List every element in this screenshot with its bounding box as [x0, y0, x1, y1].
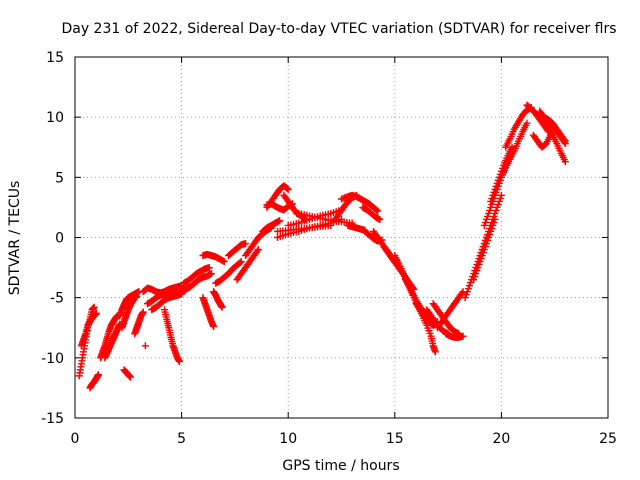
y-tick-label: -5	[50, 291, 64, 307]
series-as	[433, 288, 467, 332]
series-b	[77, 309, 100, 350]
data-point	[458, 289, 466, 297]
data-point	[210, 323, 218, 331]
data-point	[508, 143, 516, 151]
data-point	[459, 332, 467, 340]
data-point	[141, 342, 149, 350]
series-bd	[544, 125, 569, 166]
data-point	[90, 303, 98, 311]
data-point	[561, 158, 569, 166]
series-p	[180, 264, 213, 287]
data-point	[253, 247, 261, 255]
data-point	[218, 303, 226, 311]
axis-ticks	[74, 56, 609, 419]
data-point	[374, 207, 382, 215]
data-point	[126, 373, 134, 381]
series-j	[141, 342, 149, 350]
series-v	[233, 246, 262, 284]
data-point	[283, 184, 291, 192]
series-o	[178, 270, 215, 296]
data-point	[94, 371, 102, 379]
series-h	[120, 366, 134, 381]
x-tick-label: 25	[599, 431, 617, 447]
series-e	[101, 320, 124, 362]
series-r	[210, 288, 226, 311]
data-point	[220, 258, 228, 266]
data-point	[284, 185, 292, 193]
data-point	[523, 119, 531, 127]
x-axis-label: GPS time / hours	[282, 458, 399, 474]
scatter-points	[75, 101, 569, 392]
grid-lines	[75, 57, 608, 418]
series-g	[118, 292, 141, 332]
data-point	[560, 136, 568, 144]
series-ar	[442, 330, 467, 341]
y-tick-labels: -15 -10 -5 0 5 10 15	[41, 50, 64, 427]
data-point	[376, 215, 384, 223]
data-point	[548, 130, 556, 138]
series-aq	[429, 300, 463, 338]
data-point	[497, 191, 505, 199]
data-point	[236, 258, 244, 266]
data-point	[254, 246, 262, 254]
chart-title: Day 231 of 2022, Sidereal Day-to-day VTE…	[61, 21, 616, 37]
series-ac	[274, 215, 345, 241]
y-tick-label: -15	[41, 411, 64, 427]
data-point	[276, 217, 284, 225]
data-point	[207, 270, 215, 278]
series-q	[199, 294, 218, 331]
data-point	[175, 357, 183, 365]
data-point	[561, 137, 569, 145]
data-point	[205, 264, 213, 272]
series-x	[259, 217, 284, 235]
data-point	[133, 292, 141, 300]
y-tick-label: 5	[55, 170, 64, 186]
data-point	[237, 258, 245, 266]
x-tick-label: 5	[177, 431, 186, 447]
data-point	[139, 308, 147, 316]
y-tick-label: 0	[55, 231, 64, 247]
x-tick-labels: 0 5 10 15 20 25	[71, 431, 617, 447]
y-tick-label: -10	[41, 351, 64, 367]
y-tick-label: 15	[46, 50, 64, 66]
series-i	[131, 308, 147, 338]
series-ay	[497, 119, 531, 181]
data-point	[242, 240, 250, 248]
y-tick-label: 10	[46, 110, 64, 126]
series-s	[199, 250, 228, 266]
series-n	[161, 306, 183, 365]
data-point	[373, 206, 381, 214]
series-ah	[359, 203, 384, 223]
x-tick-label: 20	[492, 431, 510, 447]
data-point	[92, 309, 100, 317]
series-c	[86, 371, 102, 392]
data-point	[431, 348, 439, 356]
series-be	[540, 113, 569, 145]
series-av	[476, 191, 505, 260]
x-tick-label: 0	[71, 431, 80, 447]
y-axis-label: SDTVAR / TECUs	[7, 181, 23, 296]
x-tick-label: 10	[279, 431, 297, 447]
series-u	[225, 240, 250, 260]
series-ag	[338, 191, 382, 215]
series-t	[212, 258, 245, 287]
x-tick-label: 15	[386, 431, 404, 447]
